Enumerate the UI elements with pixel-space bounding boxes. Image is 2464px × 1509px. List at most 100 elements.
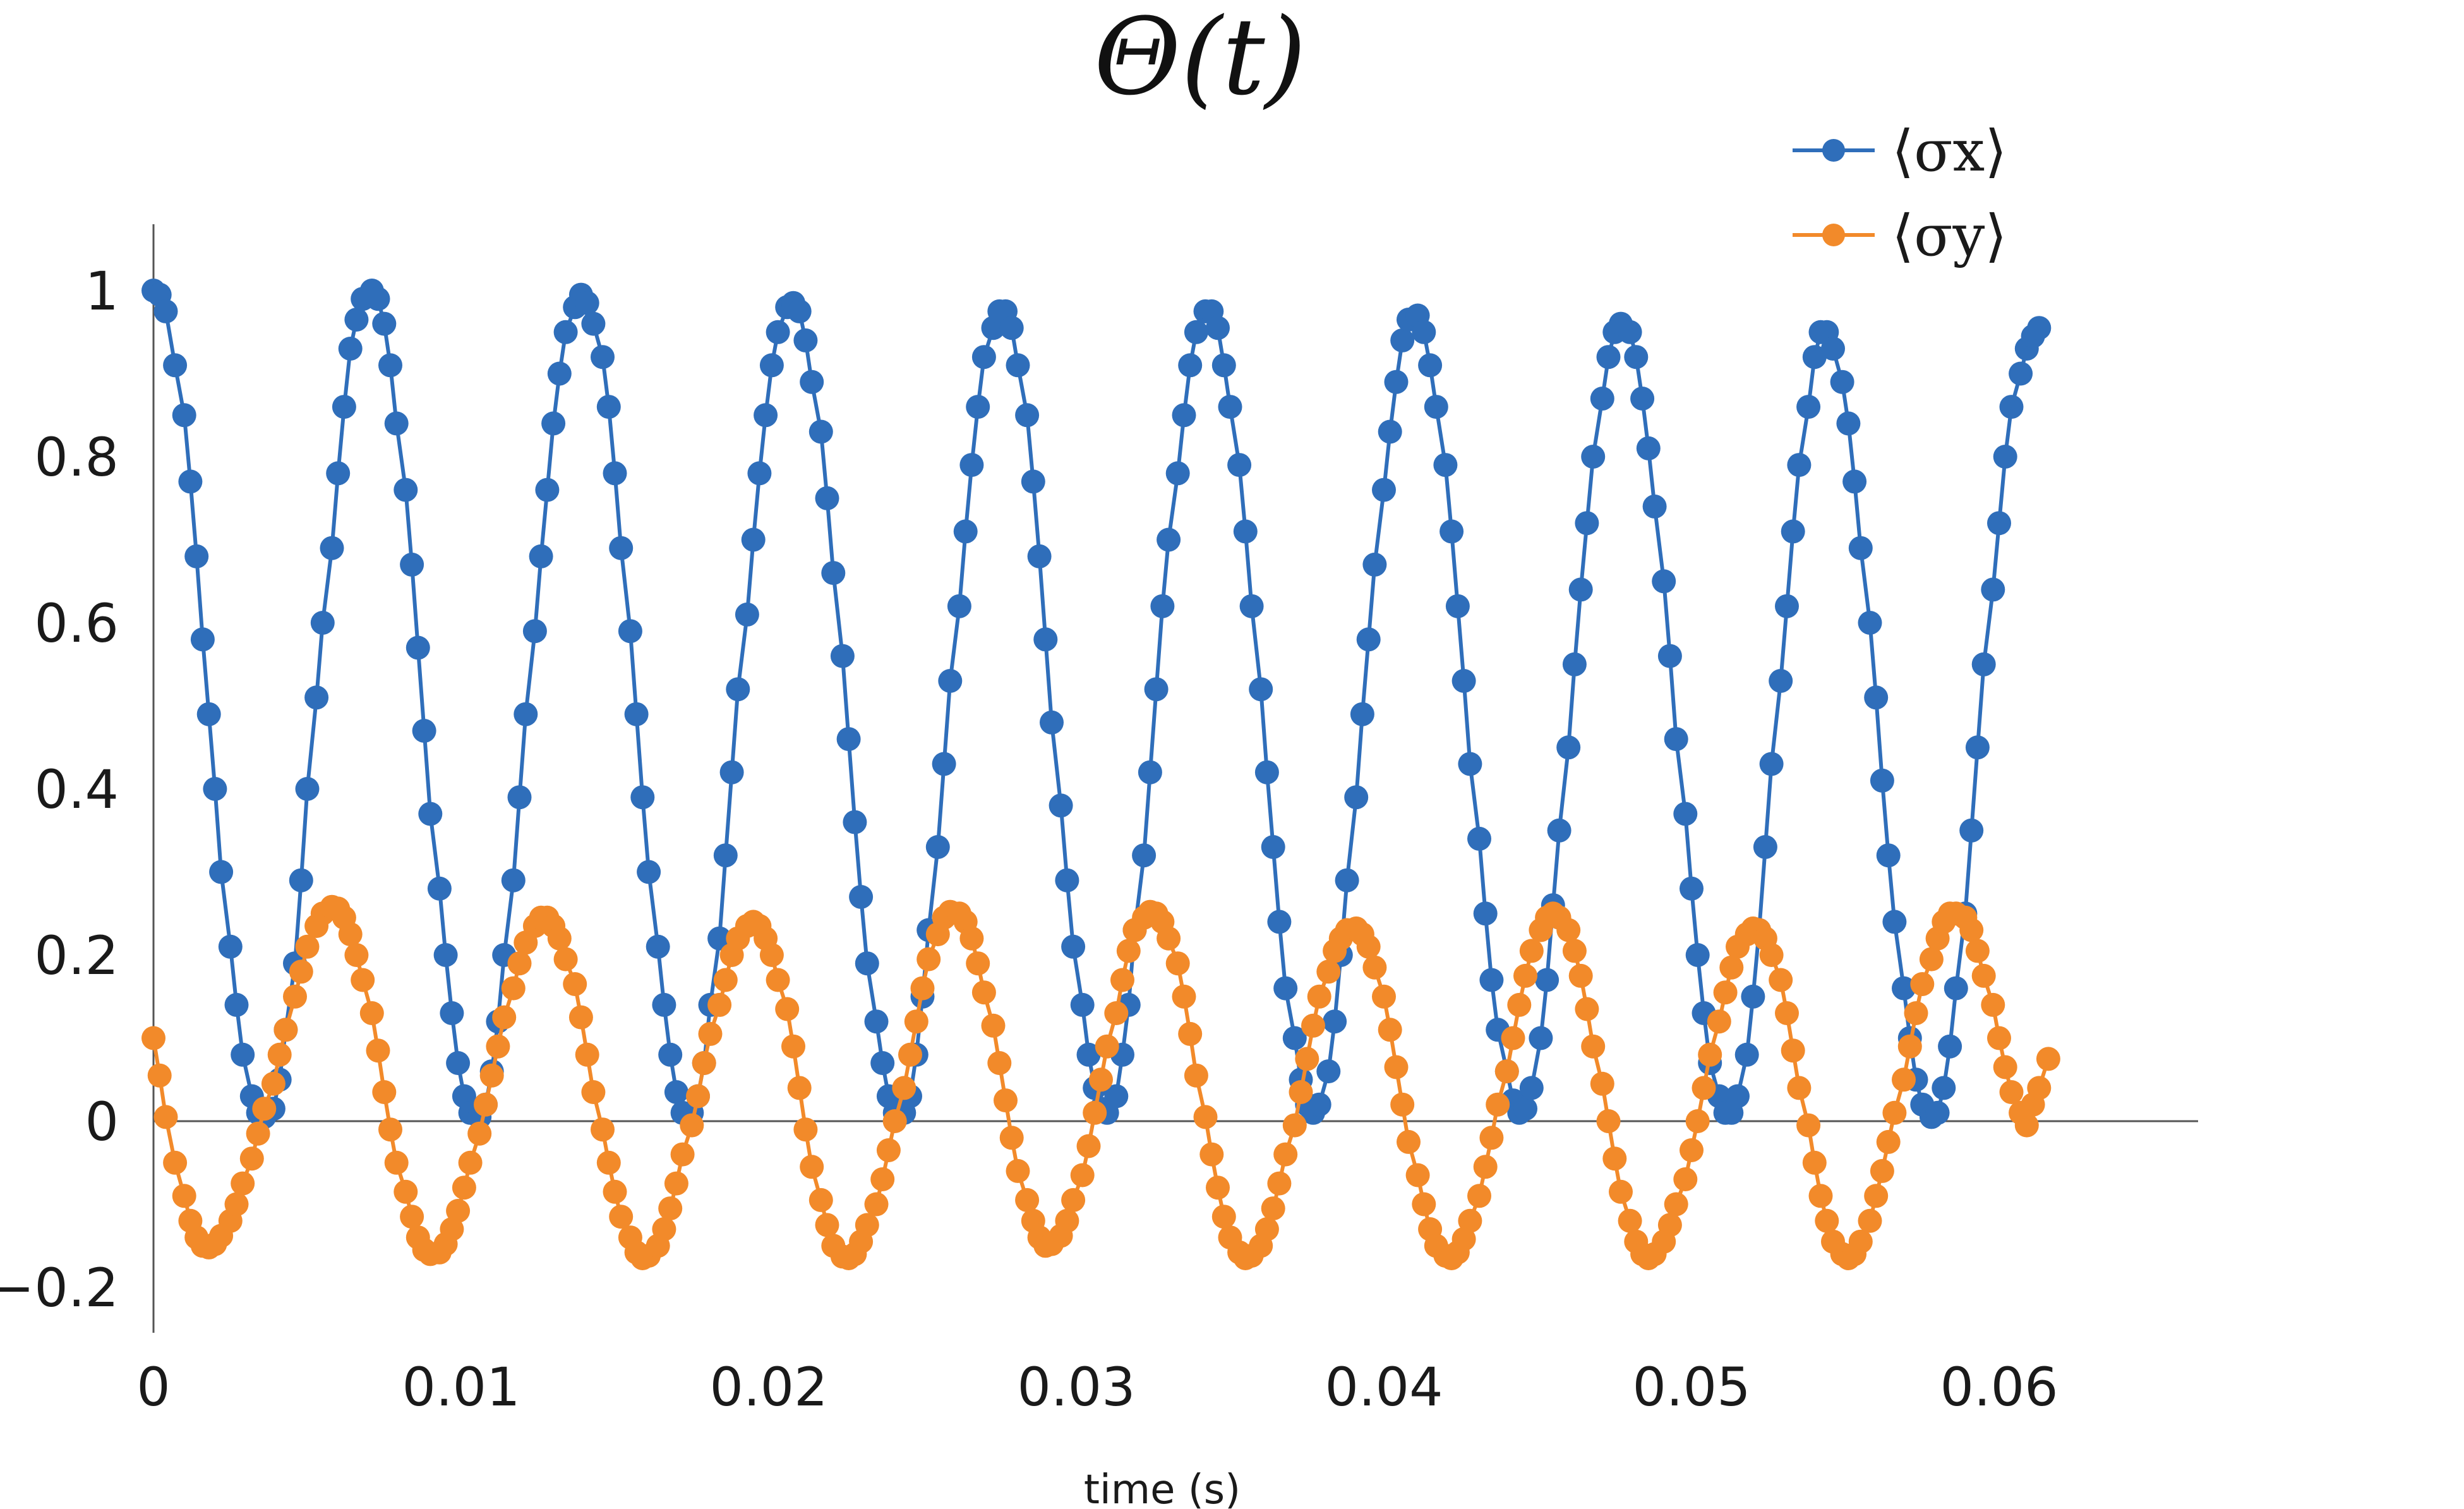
data-point-sigma-x xyxy=(953,519,978,544)
data-point-sigma-x xyxy=(947,594,971,618)
data-point-sigma-x xyxy=(1547,818,1572,843)
tick-labels: 0 0.01 0.02 0.03 0.04 0.05 0.06 −0.2 0 0.2 0.4 0.6 0… xyxy=(0,260,2058,1418)
data-point-sigma-y xyxy=(1390,1092,1415,1117)
data-point-sigma-x xyxy=(1664,727,1688,752)
data-point-sigma-x xyxy=(1876,843,1901,868)
y-tick-label: 0.4 xyxy=(34,759,119,821)
data-point-sigma-x xyxy=(1556,735,1581,760)
data-point-sigma-y xyxy=(289,959,313,984)
data-point-sigma-y xyxy=(898,1042,922,1067)
data-point-sigma-y xyxy=(359,1001,384,1025)
data-point-sigma-x xyxy=(793,328,818,352)
data-point-sigma-y xyxy=(1267,1171,1292,1196)
data-point-sigma-x xyxy=(1959,818,1984,843)
data-point-sigma-y xyxy=(603,1179,627,1204)
data-point-sigma-y xyxy=(252,1097,277,1121)
data-point-sigma-x xyxy=(1519,1076,1544,1100)
data-point-sigma-y xyxy=(1184,1063,1208,1088)
data-point-sigma-y xyxy=(446,1199,471,1223)
data-point-sigma-x xyxy=(1673,802,1698,826)
data-point-sigma-x xyxy=(1848,536,1873,560)
data-point-sigma-x xyxy=(821,561,846,586)
data-point-sigma-y xyxy=(2014,1113,2039,1138)
data-point-sigma-x xyxy=(630,785,655,810)
data-point-sigma-y xyxy=(1808,1184,1833,1208)
data-point-sigma-x xyxy=(1378,419,1402,444)
data-point-sigma-y xyxy=(966,951,990,976)
data-point-sigma-y xyxy=(1076,1134,1101,1158)
y-tick-label: 0 xyxy=(85,1091,119,1153)
data-point-sigma-x xyxy=(719,760,744,785)
data-point-sigma-x xyxy=(652,992,676,1017)
legend[interactable]: ⟨σx⟩ ⟨σy⟩ xyxy=(1793,118,2007,269)
data-point-sigma-y xyxy=(1356,934,1381,959)
data-point-sigma-y xyxy=(658,1196,683,1221)
data-point-sigma-y xyxy=(686,1084,710,1109)
data-point-sigma-y xyxy=(1206,1175,1230,1200)
data-point-sigma-y xyxy=(231,1171,255,1196)
legend-item-sigma-x[interactable]: ⟨σx⟩ xyxy=(1793,118,2007,184)
y-tick-label: 0.8 xyxy=(34,426,119,488)
data-point-sigma-x xyxy=(1390,328,1415,352)
data-point-sigma-y xyxy=(273,1018,298,1042)
data-point-sigma-y xyxy=(981,1013,1006,1038)
data-point-sigma-x xyxy=(2027,316,2052,340)
data-point-sigma-y xyxy=(1602,1146,1627,1171)
data-point-sigma-y xyxy=(1910,972,1935,996)
data-point-sigma-y xyxy=(1273,1142,1298,1167)
data-point-sigma-y xyxy=(609,1205,634,1229)
data-point-sigma-y xyxy=(1501,1026,1525,1050)
data-point-sigma-x xyxy=(1842,469,1867,494)
data-point-sigma-x xyxy=(1562,652,1587,676)
data-point-sigma-x xyxy=(1568,577,1593,602)
data-point-sigma-x xyxy=(1944,976,1968,1001)
data-point-sigma-y xyxy=(1904,1001,1928,1025)
data-point-sigma-x xyxy=(800,370,824,394)
data-point-sigma-y xyxy=(1959,918,1984,942)
data-point-sigma-y xyxy=(876,1138,901,1162)
data-point-sigma-y xyxy=(692,1051,716,1075)
data-point-sigma-x xyxy=(344,308,369,332)
data-point-sigma-x xyxy=(1858,611,1882,635)
data-point-sigma-x xyxy=(966,395,990,419)
data-point-sigma-x xyxy=(1233,519,1258,544)
data-point-sigma-y xyxy=(1261,1196,1285,1221)
data-point-sigma-x xyxy=(1802,345,1827,370)
data-point-sigma-x xyxy=(591,345,615,370)
data-point-sigma-y xyxy=(507,951,532,976)
data-point-sigma-x xyxy=(1451,669,1476,693)
data-point-sigma-y xyxy=(1405,1163,1430,1187)
data-point-sigma-x xyxy=(1741,984,1765,1009)
data-point-sigma-x xyxy=(1206,316,1230,340)
data-point-sigma-y xyxy=(1987,1026,2011,1050)
data-point-sigma-y xyxy=(400,1205,424,1229)
legend-item-sigma-y[interactable]: ⟨σy⟩ xyxy=(1793,203,2007,269)
data-point-sigma-y xyxy=(1513,963,1537,988)
data-point-sigma-x xyxy=(747,461,772,486)
data-point-sigma-y xyxy=(1999,1080,2024,1104)
data-point-sigma-x xyxy=(1316,1059,1341,1084)
data-point-sigma-y xyxy=(1494,1059,1519,1084)
data-point-sigma-y xyxy=(994,1088,1018,1113)
data-point-sigma-y xyxy=(1618,1208,1642,1233)
data-point-sigma-y xyxy=(581,1080,606,1104)
data-point-sigma-x xyxy=(1040,710,1064,735)
data-point-sigma-x xyxy=(295,777,320,801)
data-point-sigma-x xyxy=(1581,445,1606,469)
data-point-sigma-y xyxy=(864,1192,889,1217)
data-point-sigma-y xyxy=(261,1071,285,1096)
data-point-sigma-y xyxy=(1698,1042,1722,1067)
data-point-sigma-y xyxy=(372,1080,397,1104)
data-point-sigma-y xyxy=(870,1167,895,1191)
data-point-sigma-x xyxy=(836,727,861,752)
legend-marker-sigma-y xyxy=(1822,224,1845,246)
data-point-sigma-x xyxy=(1211,353,1236,378)
data-point-sigma-y xyxy=(267,1042,292,1067)
data-point-sigma-y xyxy=(1193,1105,1218,1129)
data-point-sigma-y xyxy=(1519,939,1544,963)
data-point-sigma-x xyxy=(1680,876,1704,901)
data-point-sigma-x xyxy=(427,876,452,901)
data-point-sigma-x xyxy=(1184,320,1208,344)
